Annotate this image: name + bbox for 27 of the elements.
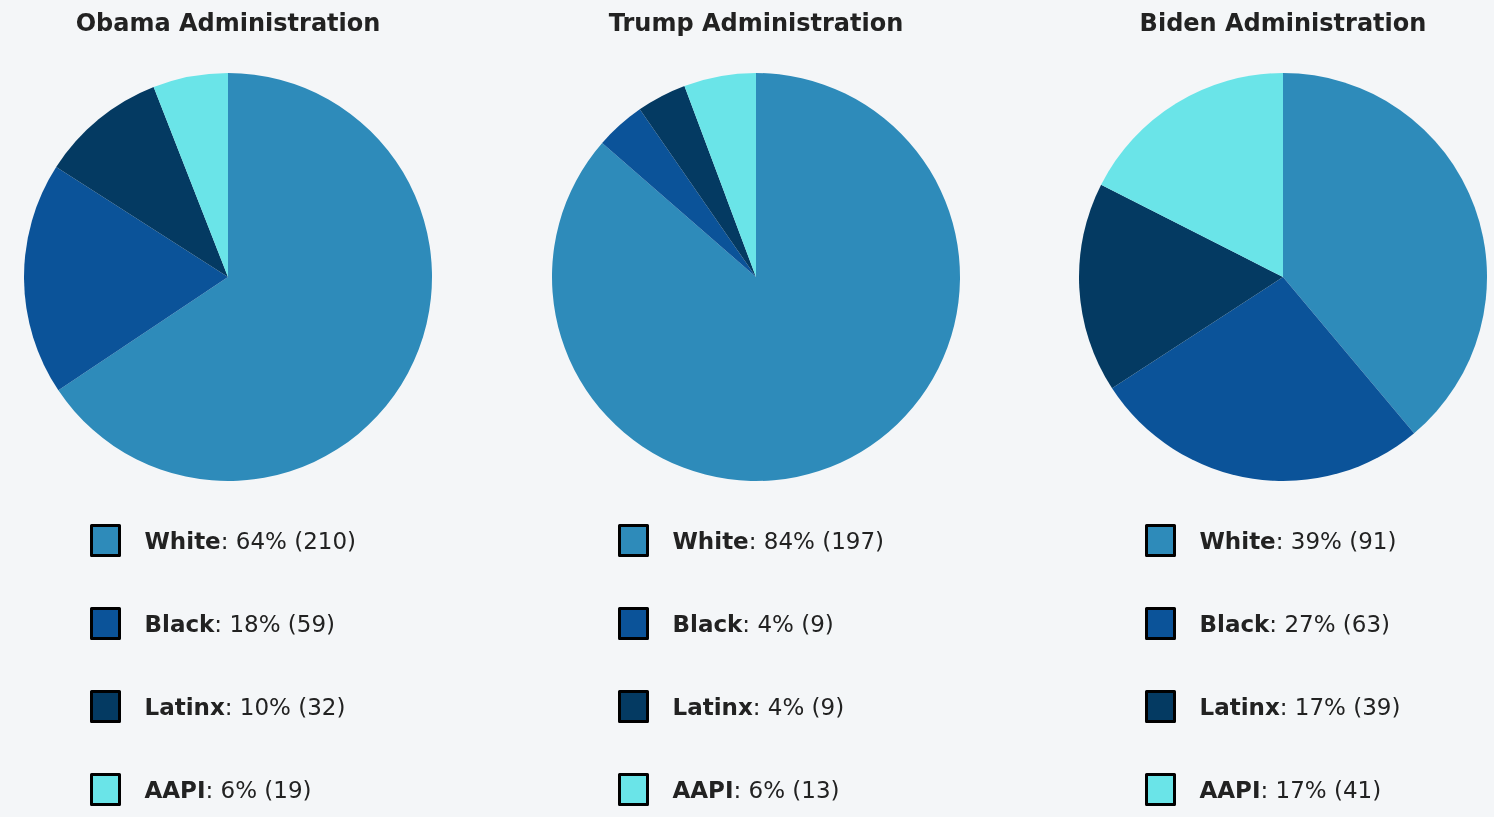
data-label: : 84% (197) (748, 527, 885, 554)
data-label: : 27% (63) (1269, 610, 1391, 637)
legend-label: Latinx (672, 693, 753, 720)
data-label: : 18% (59) (214, 610, 336, 637)
legend-label: White (672, 527, 749, 554)
data-label: : 39% (91) (1275, 527, 1397, 554)
legend-label: AAPI (144, 776, 206, 803)
legend-label: Black (1199, 610, 1271, 637)
legend-label: Latinx (144, 693, 225, 720)
legend-label: White (1199, 527, 1276, 554)
data-label: : 17% (39) (1279, 693, 1401, 720)
legend-label: White (144, 527, 221, 554)
data-label: : 4% (9) (742, 610, 834, 637)
data-label: : 4% (9) (752, 693, 845, 720)
chart-title: Biden Administration (1139, 9, 1427, 37)
data-label: : 10% (32) (224, 693, 346, 720)
chart-title: Obama Administration (75, 9, 381, 37)
data-label: : 17% (41) (1260, 776, 1382, 803)
data-label: : 6% (13) (733, 776, 840, 803)
legend-label: AAPI (1199, 776, 1261, 803)
legend-label: Black (144, 610, 216, 637)
data-label: : 64% (210) (220, 527, 357, 554)
data-label: : 6% (19) (205, 776, 312, 803)
legend-label: AAPI (672, 776, 734, 803)
legend-label: Black (672, 610, 744, 637)
chart-title: Trump Administration (608, 9, 904, 37)
legend-label: Latinx (1199, 693, 1280, 720)
